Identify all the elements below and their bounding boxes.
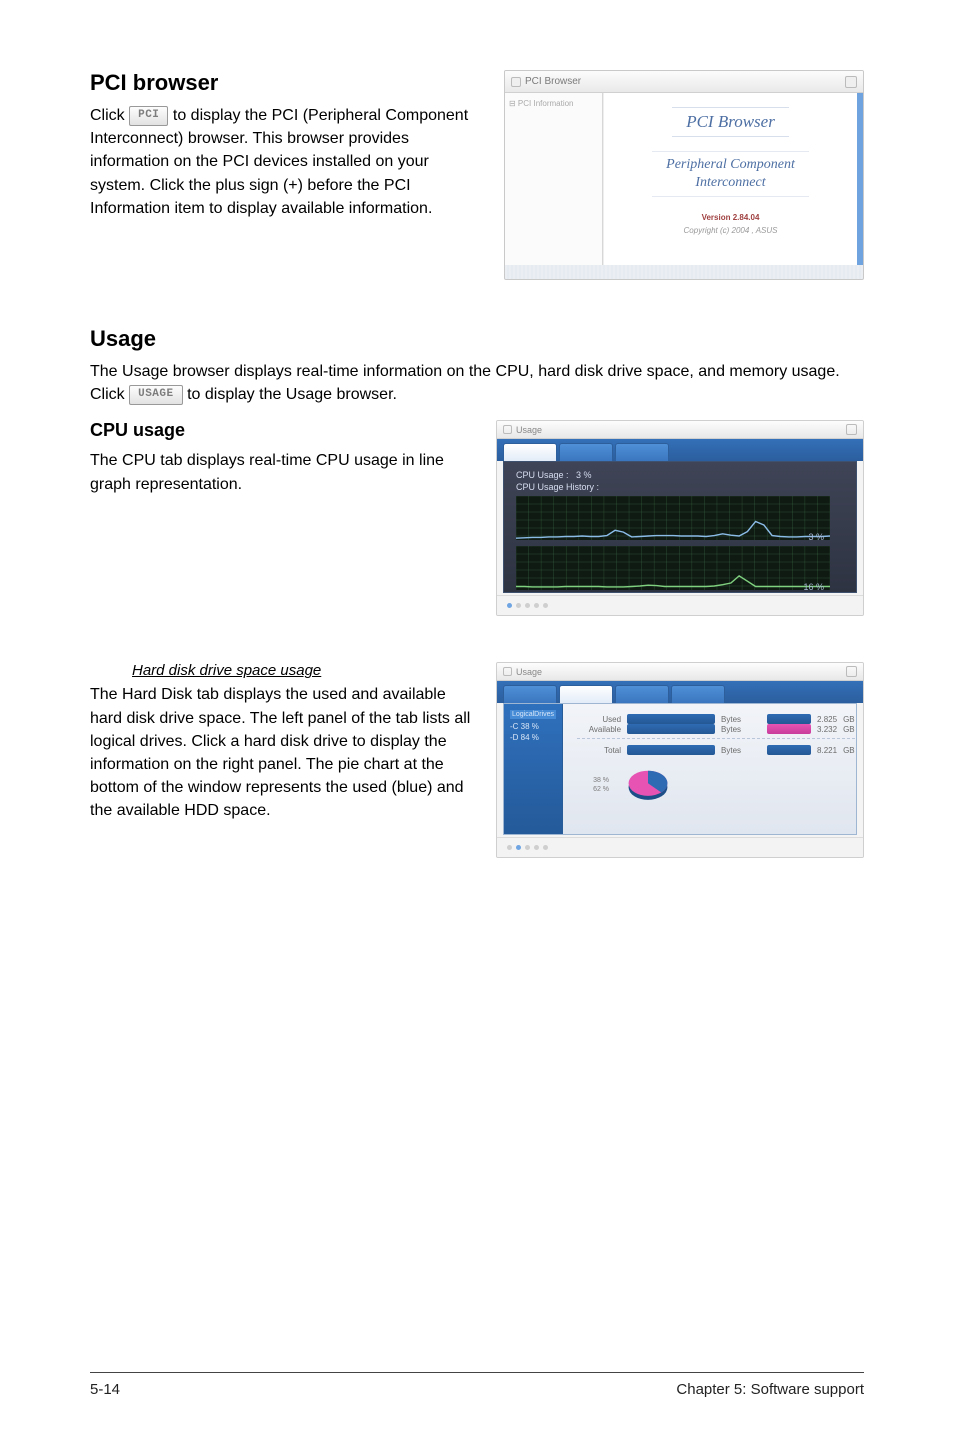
tab-cpu[interactable] (503, 685, 557, 703)
hdd-info-pane: UsedBytes2.825GBAvailableBytes3.232GB Tot… (563, 704, 864, 834)
pci-pane-subtitle: Peripheral Component Interconnect (652, 151, 809, 197)
close-icon[interactable] (846, 666, 857, 677)
window-icon (503, 425, 512, 434)
cpu-window-titlebar: Usage (497, 421, 863, 439)
cpu-graph-2: 16 % (516, 546, 830, 590)
cpu-body: The CPU tab displays real-time CPU usage… (90, 449, 472, 495)
hdd-window-title: Usage (516, 667, 542, 677)
tab-cpu[interactable] (503, 443, 557, 461)
cpu-history-label: CPU Usage History : (516, 482, 830, 492)
hdd-info-row: UsedBytes2.825GB (577, 714, 855, 724)
pci-pane-title: PCI Browser (672, 107, 789, 137)
hdd-pie-labels: 38 % 62 % (577, 776, 609, 794)
hdd-info-row: TotalBytes8.221GB (577, 738, 855, 755)
pci-browser-window: PCI Browser ⊟ PCI Information PCI Browse… (504, 70, 864, 280)
pci-window-titlebar: PCI Browser (505, 71, 863, 93)
cpu-usage-label: CPU Usage : 3 % (516, 470, 830, 480)
tab-extra[interactable] (671, 685, 725, 703)
hdd-drives-header: LogicalDrives (510, 710, 556, 719)
page-number: 5-14 (90, 1381, 120, 1398)
cpu-panel: CPU Usage : 3 % CPU Usage History : 3 % … (503, 461, 857, 593)
cpu-heading: CPU usage (90, 420, 472, 441)
cpu-window-footer (497, 595, 863, 615)
cpu-tabbar (497, 439, 863, 461)
page-footer: 5-14 Chapter 5: Software support (90, 1372, 864, 1398)
hdd-body: The Hard Disk tab displays the used and … (90, 683, 472, 822)
hdd-drive-list[interactable]: LogicalDrives -C 38 % -D 84 % (504, 704, 563, 834)
pci-version: Version 2.84.04 (702, 213, 760, 222)
usage-body-post: to display the Usage browser. (187, 386, 397, 403)
pci-window-title: PCI Browser (525, 76, 581, 87)
cpu-graph-1: 3 % (516, 496, 830, 540)
hdd-panel: LogicalDrives -C 38 % -D 84 % UsedBytes2… (503, 703, 857, 835)
pci-info-pane: PCI Browser Peripheral Component Interco… (603, 93, 863, 265)
cpu-graph1-pct: 3 % (808, 532, 824, 542)
tab-memory[interactable] (615, 685, 669, 703)
close-icon[interactable] (845, 76, 857, 88)
hdd-window-titlebar: Usage (497, 663, 863, 681)
hdd-drive-item[interactable]: -D 84 % (510, 733, 556, 742)
pci-body: Click PCI to display the PCI (Peripheral… (90, 104, 480, 220)
usage-body: The Usage browser displays real-time inf… (90, 360, 864, 406)
hdd-window-footer (497, 837, 863, 857)
usage-inline-button[interactable]: USAGE (129, 385, 183, 405)
pci-body-pre: Click (90, 107, 129, 124)
pci-copyright: Copyright (c) 2004 , ASUS (684, 226, 778, 235)
close-icon[interactable] (846, 424, 857, 435)
chapter-label: Chapter 5: Software support (676, 1381, 864, 1398)
usage-heading: Usage (90, 326, 864, 352)
pci-heading: PCI browser (90, 70, 480, 96)
hdd-pie-chart (619, 765, 677, 805)
hdd-usage-window: Usage LogicalDrives -C 38 % -D 84 % (496, 662, 864, 858)
hdd-subheading: Hard disk drive space usage (132, 662, 472, 679)
window-icon (511, 77, 521, 87)
pci-tree[interactable]: ⊟ PCI Information (505, 93, 603, 265)
hdd-info-row: AvailableBytes3.232GB (577, 724, 855, 734)
cpu-graph2-pct: 16 % (803, 582, 824, 592)
cpu-usage-window: Usage CPU Usage : 3 % CPU Usage History … (496, 420, 864, 616)
tab-hdd[interactable] (559, 443, 613, 461)
tab-memory[interactable] (615, 443, 669, 461)
hdd-tabbar (497, 681, 863, 703)
pci-inline-button[interactable]: PCI (129, 106, 168, 126)
pci-window-footer (505, 265, 863, 279)
hdd-drive-item[interactable]: -C 38 % (510, 722, 556, 731)
cpu-window-title: Usage (516, 425, 542, 435)
tab-hdd[interactable] (559, 685, 613, 703)
pci-tree-root[interactable]: ⊟ PCI Information (509, 99, 598, 108)
window-icon (503, 667, 512, 676)
